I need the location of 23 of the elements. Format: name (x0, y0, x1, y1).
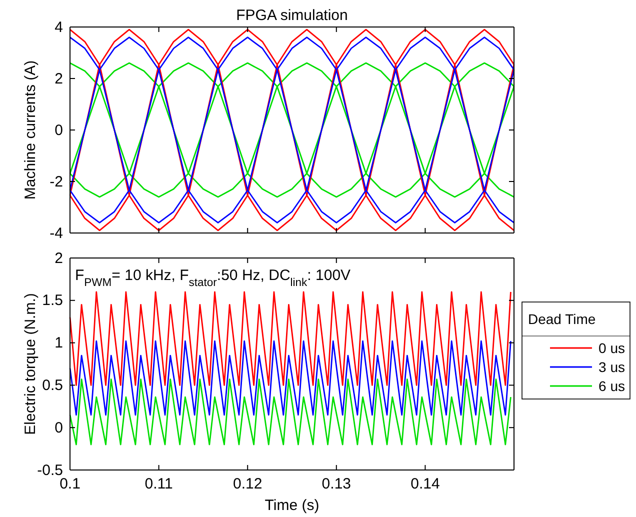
x-tick-label: 0.14 (410, 476, 440, 493)
y-tick-label: 4 (54, 18, 63, 36)
y-axis-title: Machine currents (A) (22, 60, 39, 200)
y-tick-label: 1 (54, 334, 63, 352)
x-axis-title: Time (s) (264, 497, 320, 514)
legend-label: 3 us (598, 359, 625, 375)
x-tick-label: 0.11 (144, 476, 173, 493)
y-tick-label: 2 (54, 70, 63, 88)
legend-label: 0 us (598, 340, 625, 356)
y-tick-label: 0.5 (42, 377, 63, 394)
y-tick-label: 0 (54, 122, 63, 139)
y-tick-label: 2 (54, 250, 63, 267)
legend-label: 6 us (598, 378, 625, 394)
y-tick-label: 1.5 (42, 292, 63, 310)
chart-title: FPGA simulation (236, 7, 348, 24)
annotation: F$_{PWM}$= 10 kHz, F$_{stator}$:50 Hz, DC$_{link}$: 100V (75, 267, 351, 289)
y-axis-title: Electric torque (N.m.) (22, 293, 39, 435)
legend-title: Dead Time (528, 311, 596, 327)
y-tick-label: 0 (54, 419, 63, 436)
x-tick-label: 0.13 (322, 476, 351, 493)
x-tick-label: 0.12 (233, 476, 262, 493)
y-tick-label: -4 (50, 224, 63, 242)
y-tick-label: -2 (50, 173, 63, 190)
